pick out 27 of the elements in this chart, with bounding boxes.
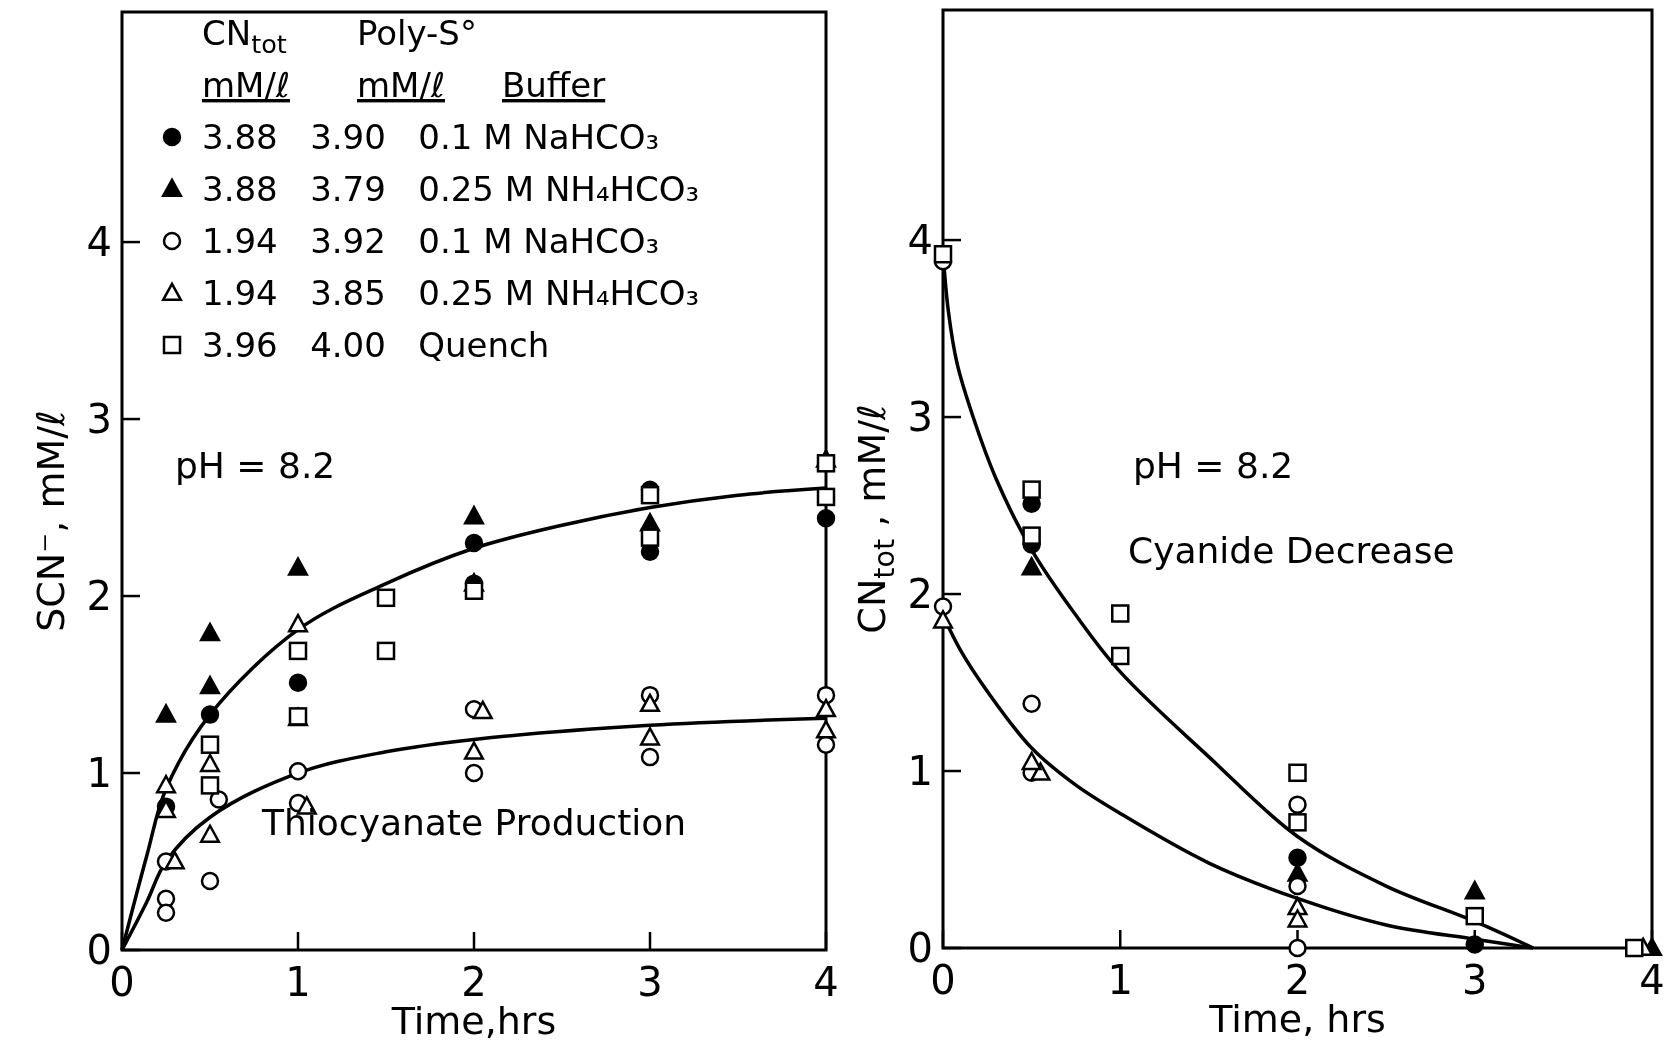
legend-label: 3.88 3.79 0.25 M NH₄HCO₃ <box>202 169 700 209</box>
legend-label: 1.94 3.92 0.1 M NaHCO₃ <box>202 221 660 261</box>
y-axis-title: SCN⁻, mM/ℓ <box>29 410 73 632</box>
y-tick-label: 4 <box>907 217 933 264</box>
y-tick-label: 2 <box>907 571 933 618</box>
annotation: pH = 8.2 <box>1133 445 1294 486</box>
x-tick-label: 4 <box>813 959 839 1005</box>
text: CN$_{tot}$ Poly-S° mM/ℓ mM/ℓ Buffer <box>202 13 606 105</box>
annotation: pH = 8.2 <box>175 445 336 486</box>
annotation: Cyanide Decrease <box>1128 530 1455 571</box>
x-tick-label: 1 <box>1107 957 1133 1003</box>
y-tick-label: 1 <box>86 750 112 797</box>
y-tick-label: 3 <box>907 394 933 441</box>
x-tick-label: 3 <box>637 959 663 1005</box>
x-tick-label: 4 <box>1639 957 1665 1003</box>
y-tick-label: 4 <box>86 219 112 266</box>
legend-label: 3.88 3.90 0.1 M NaHCO₃ <box>202 117 660 157</box>
legend-label: 1.94 3.85 0.25 M NH₄HCO₃ <box>202 273 700 313</box>
annotation: Thiocyanate Production <box>261 802 687 843</box>
y-tick-label: 3 <box>86 396 112 443</box>
x-tick-label: 3 <box>1462 957 1488 1003</box>
y-tick-label: 2 <box>86 573 112 620</box>
legend-label: 3.96 4.00 Quench <box>202 325 550 365</box>
y-tick-label: 0 <box>86 927 112 973</box>
x-tick-label: 1 <box>285 959 311 1005</box>
y-tick-label: 0 <box>907 925 933 971</box>
y-tick-label: 1 <box>907 748 933 795</box>
